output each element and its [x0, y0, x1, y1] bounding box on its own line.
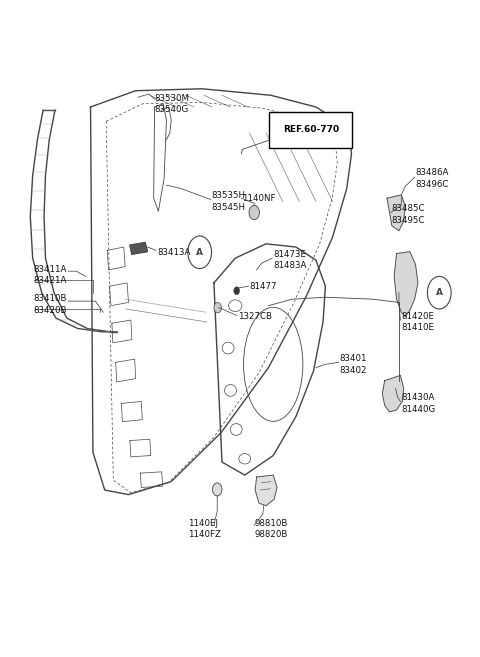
Text: 83410B
83420B: 83410B 83420B [34, 294, 67, 315]
Text: 83535H
83545H: 83535H 83545H [212, 191, 246, 212]
Circle shape [234, 287, 240, 294]
Circle shape [213, 483, 222, 496]
Polygon shape [255, 475, 277, 506]
Polygon shape [130, 242, 147, 254]
Text: 81430A
81440G: 81430A 81440G [401, 393, 435, 414]
Text: 83413A: 83413A [157, 248, 191, 257]
Circle shape [214, 302, 221, 313]
Text: A: A [436, 288, 443, 297]
Text: 81477: 81477 [250, 282, 277, 290]
Text: 1140NF: 1140NF [242, 194, 276, 203]
Text: 83411A
83421A: 83411A 83421A [34, 265, 67, 285]
Text: 81420E
81410E: 81420E 81410E [401, 312, 434, 332]
Text: 83401
83402: 83401 83402 [340, 354, 367, 374]
Polygon shape [394, 252, 418, 317]
Text: 83485C
83495C: 83485C 83495C [392, 204, 425, 225]
Text: 1140EJ
1140FZ: 1140EJ 1140FZ [188, 519, 221, 539]
Polygon shape [383, 375, 404, 412]
Text: 83530M
83540G: 83530M 83540G [155, 93, 190, 114]
Text: 1327CB: 1327CB [238, 312, 272, 321]
Text: 81473E
81483A: 81473E 81483A [273, 250, 307, 270]
Text: 98810B
98820B: 98810B 98820B [254, 519, 288, 539]
Text: REF.60-770: REF.60-770 [283, 125, 339, 134]
Polygon shape [387, 195, 405, 231]
Circle shape [249, 206, 260, 219]
Text: A: A [196, 248, 203, 257]
Text: 83486A
83496C: 83486A 83496C [416, 168, 449, 189]
